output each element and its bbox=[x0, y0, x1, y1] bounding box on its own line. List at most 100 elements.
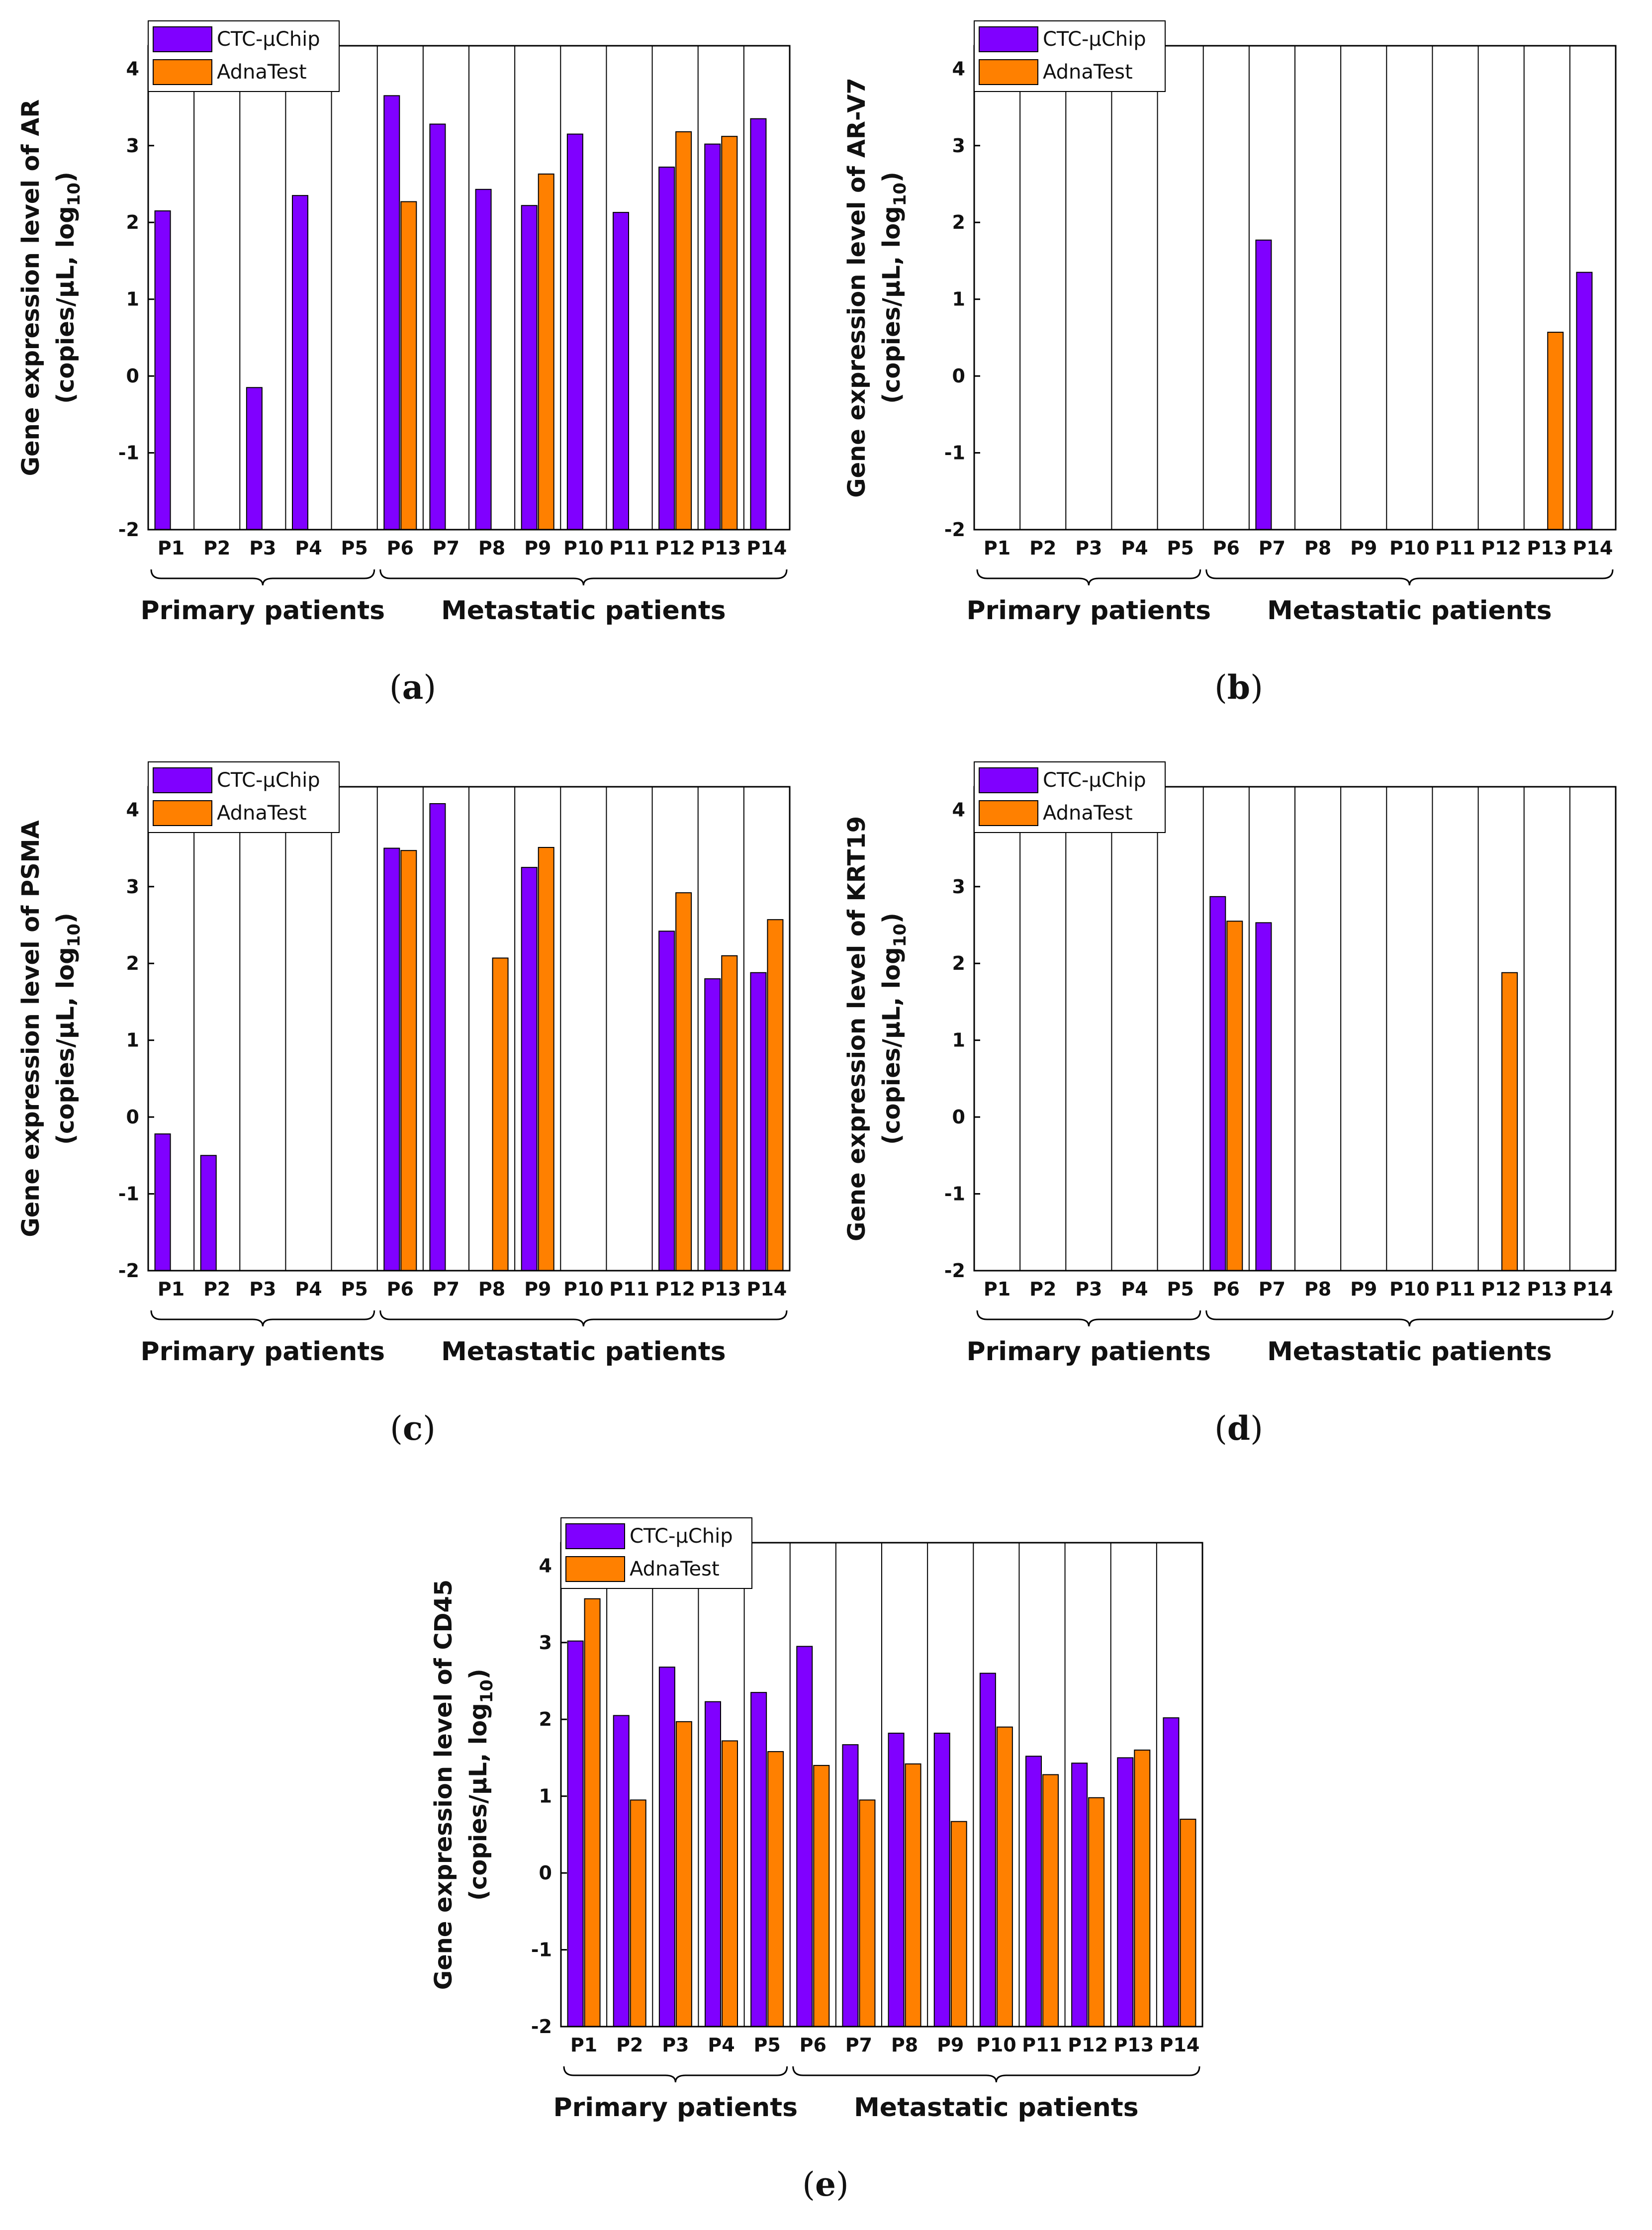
group-label-metastatic-a: Metastatic patients bbox=[441, 596, 726, 626]
bar-e-ctc-P4 bbox=[705, 1701, 721, 2027]
bar-e-adna-P1 bbox=[584, 1598, 601, 2027]
bar-e-ctc-P2 bbox=[613, 1715, 630, 2027]
group-brace-primary-a bbox=[150, 569, 375, 586]
x-tick-label-c: P4 bbox=[295, 1278, 322, 1300]
legend-label-ctc-e: CTC-µChip bbox=[630, 1525, 733, 1548]
x-tick-label-a: P3 bbox=[249, 537, 276, 559]
bar-e-ctc-P7 bbox=[842, 1744, 859, 2027]
x-tick-label-e: P5 bbox=[753, 2034, 780, 2056]
bar-d-adna-P12 bbox=[1501, 972, 1518, 1271]
bar-e-adna-P11 bbox=[1042, 1774, 1059, 2028]
x-tick-label-c: P2 bbox=[203, 1278, 230, 1300]
bar-c-ctc-P12 bbox=[658, 930, 675, 1272]
y-tick-label-a: 3 bbox=[126, 135, 139, 157]
x-tick-label-e: P12 bbox=[1068, 2034, 1108, 2056]
bar-e-adna-P10 bbox=[996, 1726, 1013, 2027]
bar-a-ctc-P9 bbox=[521, 205, 538, 530]
bar-e-ctc-P8 bbox=[888, 1733, 905, 2027]
bar-a-ctc-P8 bbox=[475, 188, 492, 530]
legend-label-ctc-d: CTC-µChip bbox=[1043, 769, 1146, 792]
y-tick-label-b: 0 bbox=[952, 365, 965, 387]
caption-open-paren-d: ( bbox=[1214, 1409, 1227, 1448]
legend-swatch-adna-e bbox=[565, 1556, 625, 1582]
y-tick-label-b: -2 bbox=[944, 519, 965, 541]
x-tick-label-b: P12 bbox=[1481, 537, 1521, 559]
bar-c-ctc-P14 bbox=[750, 972, 767, 1271]
y-tick-label-a: -2 bbox=[118, 519, 139, 541]
caption-letter-e: e bbox=[815, 2165, 836, 2204]
legend-label-adna-d: AdnaTest bbox=[1043, 802, 1133, 825]
plot-frame-c bbox=[147, 786, 791, 1272]
y-axis-unit-a: (copies/µL, log bbox=[52, 206, 80, 403]
y-tick-label-d: -2 bbox=[944, 1260, 965, 1282]
x-tick-label-c: P12 bbox=[655, 1278, 695, 1300]
bar-c-ctc-P9 bbox=[521, 867, 538, 1271]
bar-e-ctc-P12 bbox=[1071, 1763, 1088, 2027]
bar-e-ctc-P9 bbox=[933, 1733, 950, 2027]
x-tick-label-a: P2 bbox=[203, 537, 230, 559]
y-tick-label-b: 3 bbox=[952, 135, 965, 157]
x-tick-label-d: P4 bbox=[1121, 1278, 1148, 1300]
x-tick-label-c: P11 bbox=[609, 1278, 649, 1300]
x-tick-label-d: P11 bbox=[1435, 1278, 1475, 1300]
bar-e-adna-P12 bbox=[1088, 1797, 1105, 2027]
y-axis-unit-b: (copies/µL, log bbox=[878, 206, 906, 403]
legend-swatch-ctc-a bbox=[153, 26, 212, 52]
x-tick-label-d: P9 bbox=[1350, 1278, 1377, 1300]
plot-frame-e bbox=[560, 1542, 1203, 2028]
bar-d-ctc-P7 bbox=[1255, 922, 1272, 1272]
group-brace-metastatic-a bbox=[379, 569, 788, 586]
caption-letter-d: d bbox=[1227, 1409, 1250, 1448]
x-tick-label-e: P14 bbox=[1160, 2034, 1200, 2056]
x-tick-label-e: P9 bbox=[937, 2034, 964, 2056]
bar-a-adna-P13 bbox=[721, 136, 738, 530]
bar-e-ctc-P10 bbox=[979, 1672, 996, 2027]
x-tick-label-e: P8 bbox=[891, 2034, 918, 2056]
panel-caption-d: (d) bbox=[1214, 1409, 1263, 1448]
y-axis-unit-subscript-b: 10 bbox=[890, 183, 910, 206]
y-axis-title-line2-d: (copies/µL, log10) bbox=[878, 913, 910, 1145]
legend-swatch-ctc-d bbox=[979, 767, 1038, 793]
chart-e-svg: -2 -1 0 1 2 3 4 P1 P2 P3 P4 P5 P6 P7 P8 P9 P10 P11 P12 P13 P… bbox=[430, 1517, 1203, 2204]
bar-b-adna-P13 bbox=[1547, 332, 1564, 530]
y-axis-title-b: Gene expression level of AR-V7 (copies/µL… bbox=[843, 78, 910, 498]
x-tick-label-d: P5 bbox=[1167, 1278, 1193, 1300]
y-axis-unit-close-a: ) bbox=[52, 172, 80, 183]
plot-frame-b bbox=[973, 45, 1617, 531]
caption-close-paren-d: ) bbox=[1250, 1409, 1263, 1448]
x-tick-label-c: P7 bbox=[433, 1278, 459, 1300]
y-axis-title-a: Gene expression level of AR (copies/µL, l… bbox=[17, 99, 84, 476]
x-tick-label-e: P6 bbox=[800, 2034, 826, 2056]
panel-caption-b: (b) bbox=[1214, 668, 1263, 707]
chart-panel-e: -2 -1 0 1 2 3 4 P1 P2 P3 P4 P5 P6 P7 P8 P9 P10 P11 P12 P13 P… bbox=[413, 1497, 1239, 2218]
bar-e-ctc-P5 bbox=[750, 1692, 767, 2027]
bar-c-ctc-P1 bbox=[154, 1133, 171, 1271]
bar-a-adna-P6 bbox=[400, 201, 417, 530]
bar-e-adna-P8 bbox=[905, 1763, 921, 2027]
legend-label-adna-c: AdnaTest bbox=[217, 802, 307, 825]
y-tick-label-a: 2 bbox=[126, 211, 139, 233]
group-label-metastatic-b: Metastatic patients bbox=[1267, 596, 1552, 626]
group-label-primary-c: Primary patients bbox=[141, 1337, 385, 1367]
x-tick-label-c: P5 bbox=[341, 1278, 367, 1300]
bar-c-adna-P12 bbox=[675, 892, 692, 1271]
y-axis-unit-subscript-e: 10 bbox=[477, 1679, 497, 1703]
chart-panel-d: -2 -1 0 1 2 3 4 P1 P2 P3 P4 P5 P6 P7 P8 P9 P10 P11 P12 P13 P… bbox=[826, 741, 1652, 1462]
y-tick-label-d: 0 bbox=[952, 1106, 965, 1128]
x-tick-label-d: P1 bbox=[984, 1278, 1010, 1300]
x-tick-label-a: P13 bbox=[701, 537, 741, 559]
bar-a-ctc-P7 bbox=[429, 123, 446, 531]
legend-label-ctc-b: CTC-µChip bbox=[1043, 28, 1146, 51]
x-tick-label-c: P6 bbox=[387, 1278, 414, 1300]
y-axis-title-line2-e: (copies/µL, log10) bbox=[464, 1669, 497, 1901]
x-tick-label-d: P13 bbox=[1527, 1278, 1567, 1300]
x-tick-label-b: P3 bbox=[1075, 537, 1102, 559]
bar-a-ctc-P1 bbox=[154, 210, 171, 530]
panel-caption-a: (a) bbox=[389, 668, 436, 707]
caption-close-paren-b: ) bbox=[1250, 668, 1263, 707]
group-label-primary-b: Primary patients bbox=[967, 596, 1211, 626]
x-tick-label-a: P14 bbox=[747, 537, 787, 559]
bar-e-adna-P13 bbox=[1134, 1750, 1151, 2027]
bar-e-adna-P4 bbox=[722, 1740, 738, 2027]
group-brace-primary-b bbox=[976, 569, 1201, 586]
